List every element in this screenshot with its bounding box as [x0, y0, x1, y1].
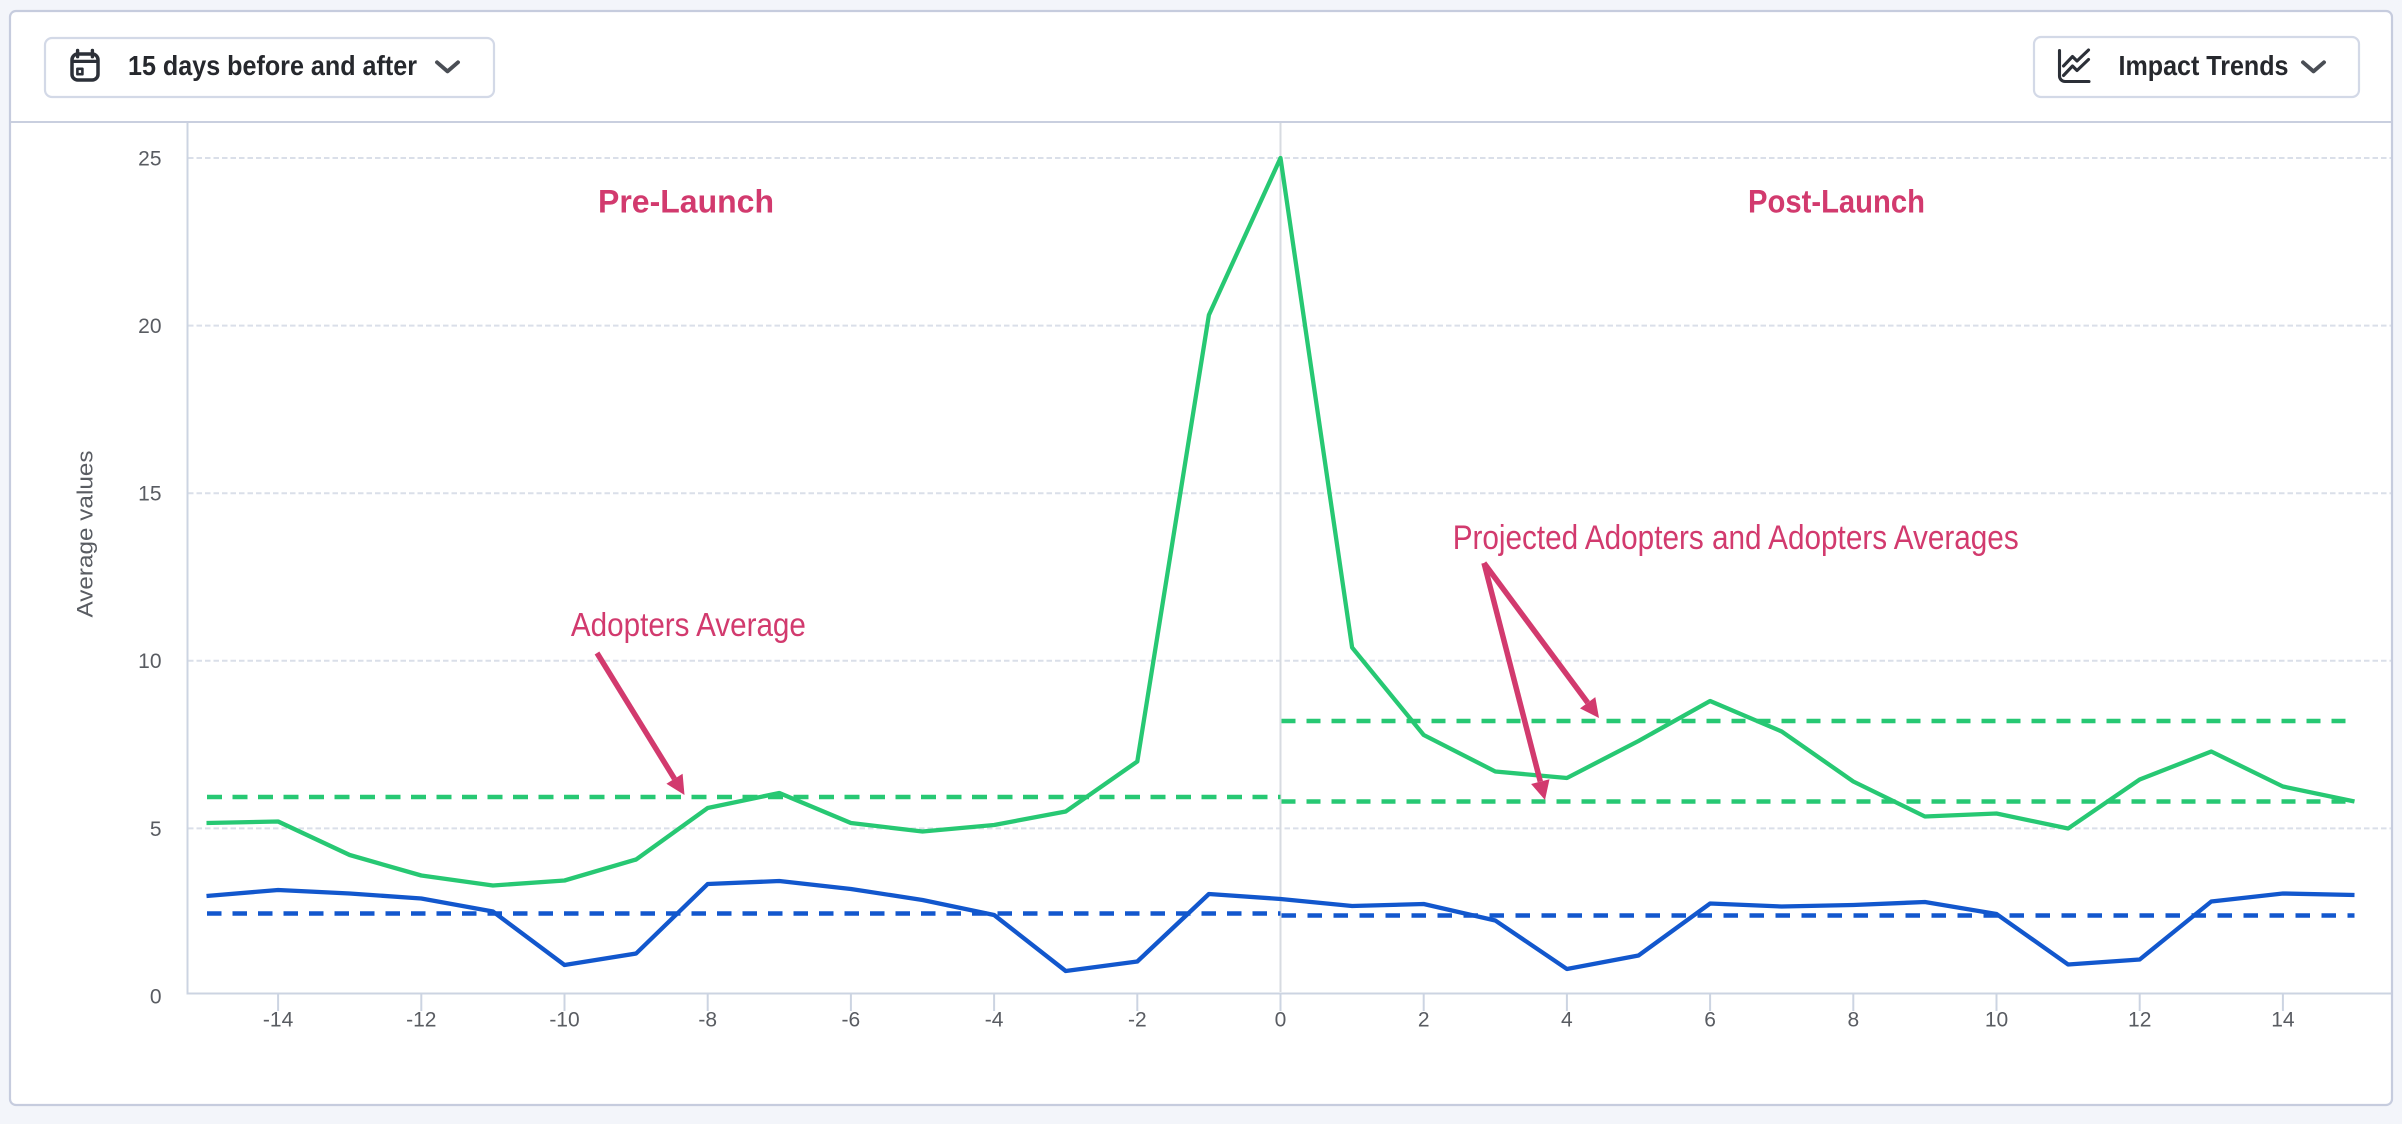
svg-text:2: 2 — [1418, 1009, 1430, 1032]
svg-text:-4: -4 — [985, 1009, 1004, 1032]
svg-text:-10: -10 — [549, 1009, 579, 1032]
svg-text:-2: -2 — [1128, 1009, 1147, 1032]
svg-text:Average values: Average values — [73, 451, 98, 618]
svg-text:15: 15 — [138, 483, 161, 506]
svg-text:25: 25 — [138, 147, 161, 170]
svg-text:14: 14 — [2271, 1009, 2295, 1032]
svg-text:5: 5 — [150, 818, 162, 841]
svg-text:-8: -8 — [698, 1009, 717, 1032]
svg-text:Projected Adopters and Adopter: Projected Adopters and Adopters Averages — [1453, 519, 2019, 557]
svg-text:4: 4 — [1561, 1009, 1573, 1032]
svg-text:10: 10 — [1985, 1009, 2008, 1032]
svg-text:12: 12 — [2128, 1009, 2151, 1032]
svg-text:0: 0 — [150, 985, 162, 1008]
svg-text:15 days before and after: 15 days before and after — [128, 50, 417, 81]
svg-text:8: 8 — [1847, 1009, 1859, 1032]
svg-text:Post-Launch: Post-Launch — [1748, 184, 1925, 220]
svg-text:Adopters Average: Adopters Average — [571, 606, 806, 643]
svg-text:-14: -14 — [263, 1009, 294, 1032]
svg-text:Impact Trends: Impact Trends — [2119, 50, 2289, 81]
svg-text:10: 10 — [138, 650, 161, 673]
svg-text:0: 0 — [1275, 1009, 1287, 1032]
svg-text:-6: -6 — [842, 1009, 861, 1032]
svg-text:Pre-Launch: Pre-Launch — [598, 184, 774, 220]
svg-text:6: 6 — [1704, 1009, 1716, 1032]
svg-text:-12: -12 — [406, 1009, 436, 1032]
svg-text:20: 20 — [138, 315, 161, 338]
